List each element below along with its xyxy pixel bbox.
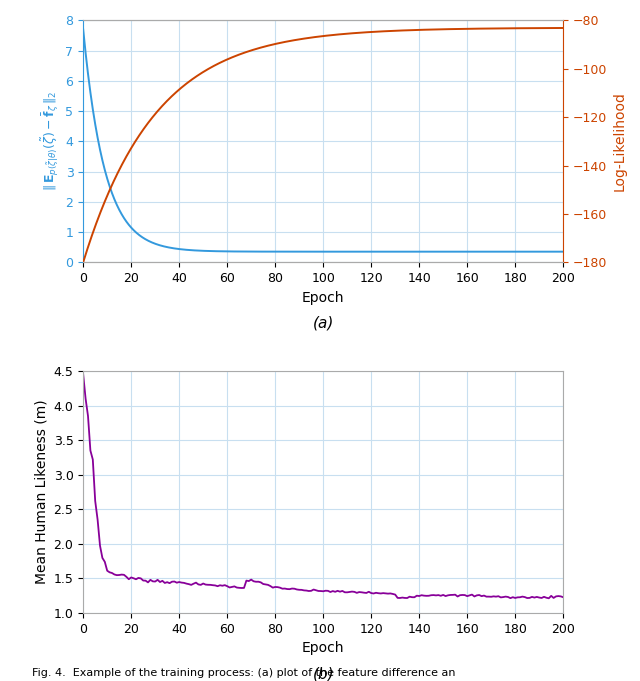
- Text: (b): (b): [312, 666, 334, 681]
- X-axis label: Epoch: Epoch: [302, 291, 344, 304]
- Y-axis label: Mean Human Likeness (m): Mean Human Likeness (m): [34, 400, 48, 584]
- X-axis label: Epoch: Epoch: [302, 642, 344, 655]
- Y-axis label: $\|\, \mathbf{E}_{p(\tilde{\zeta}|\theta)}(\tilde{\zeta}) - \bar{\mathbf{f}}_{\z: $\|\, \mathbf{E}_{p(\tilde{\zeta}|\theta…: [40, 91, 61, 191]
- Text: Fig. 4.  Example of the training process: (a) plot of the feature difference an: Fig. 4. Example of the training process:…: [32, 667, 456, 678]
- Y-axis label: Log-Likelihood: Log-Likelihood: [613, 91, 627, 191]
- Text: (a): (a): [312, 315, 334, 330]
